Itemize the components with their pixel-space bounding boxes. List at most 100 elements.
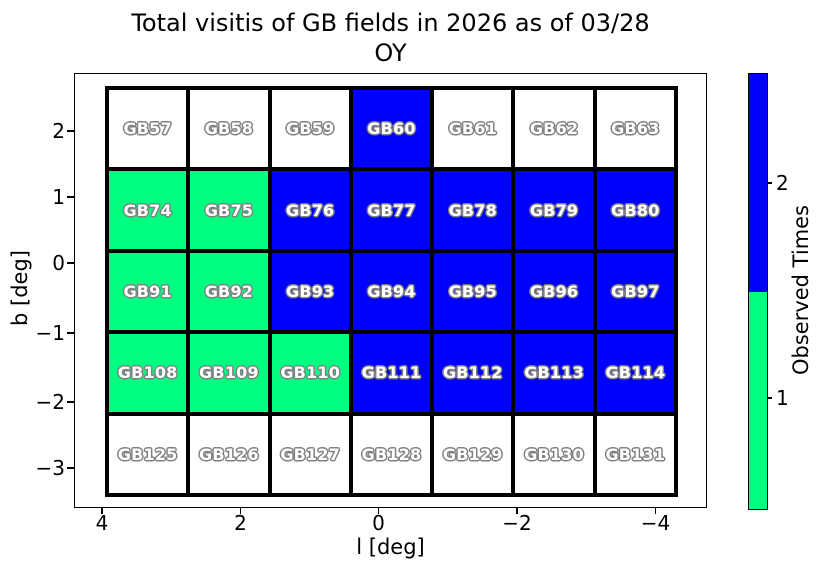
x-tick-mark: [377, 507, 380, 514]
field-label: GB75: [204, 200, 254, 220]
field-label: GB91: [123, 281, 172, 301]
field-label: GB58: [204, 119, 254, 139]
x-tick-label: 0: [372, 511, 385, 535]
x-tick-mark: [101, 507, 103, 514]
field-cell-gb57: GB57: [109, 90, 187, 168]
colorbar-segment-1: [749, 291, 767, 509]
field-cell-gb74: GB74: [109, 171, 187, 249]
field-label: GB61: [448, 119, 497, 139]
field-cell-gb110: GB110: [271, 334, 349, 412]
field-cell-gb58: GB58: [190, 90, 268, 168]
field-cell-gb96: GB96: [515, 252, 593, 331]
field-cell-gb59: GB59: [271, 90, 349, 168]
y-tick-mark: [67, 332, 74, 334]
field-cell-gb63: GB63: [596, 90, 674, 168]
field-label: GB131: [605, 444, 666, 464]
colorbar-label: Observed Times: [789, 204, 813, 376]
field-label: GB125: [117, 444, 178, 464]
field-cell-gb109: GB109: [190, 334, 268, 412]
field-label: GB60: [367, 119, 416, 139]
field-cell-gb95: GB95: [434, 252, 512, 331]
y-tick-label: 2: [52, 119, 65, 143]
x-tick-label: 2: [234, 511, 247, 535]
x-tick-label: −2: [502, 511, 532, 535]
y-tick-label: −1: [35, 321, 65, 345]
x-tick-mark: [516, 507, 518, 514]
field-cell-gb80: GB80: [596, 171, 674, 249]
y-tick-label: −3: [35, 456, 65, 480]
x-tick-mark: [654, 507, 657, 514]
field-label: GB59: [286, 119, 335, 139]
field-cell-gb92: GB92: [190, 252, 268, 331]
chart-title-line1: Total visitis of GB fields in 2026 as of…: [131, 9, 650, 37]
chart-title: Total visitis of GB fields in 2026 as of…: [74, 8, 707, 68]
field-label: GB108: [117, 363, 178, 383]
field-label: GB109: [199, 363, 259, 383]
field-cell-gb125: GB125: [109, 415, 187, 493]
y-tick-mark: [67, 130, 74, 132]
colorbar: [748, 73, 768, 510]
field-label: GB92: [204, 281, 254, 301]
field-cell-gb113: GB113: [515, 334, 593, 412]
field-cell-gb61: GB61: [434, 90, 512, 168]
field-label: GB76: [286, 200, 335, 220]
field-label: GB77: [367, 200, 416, 220]
field-label: GB96: [529, 281, 579, 301]
field-label: GB97: [611, 281, 660, 301]
y-tick-label: −2: [35, 390, 65, 414]
field-cell-gb91: GB91: [109, 252, 187, 331]
colorbar-segment-2: [749, 74, 767, 292]
field-cell-gb131: GB131: [596, 415, 674, 493]
field-label: GB128: [361, 444, 422, 464]
field-label: GB57: [123, 119, 172, 139]
y-tick-label: 0: [52, 251, 65, 275]
field-label: GB112: [442, 363, 503, 383]
field-cell-gb108: GB108: [109, 334, 187, 412]
field-label: GB111: [361, 363, 422, 383]
field-cell-gb111: GB111: [352, 334, 431, 412]
field-label: GB110: [280, 363, 341, 383]
field-cell-gb76: GB76: [271, 171, 349, 249]
field-cell-gb130: GB130: [515, 415, 593, 493]
field-label: GB126: [199, 444, 259, 464]
y-tick-label: 1: [52, 185, 65, 209]
field-cell-gb128: GB128: [352, 415, 431, 493]
x-axis-label: l [deg]: [356, 535, 425, 559]
field-label: GB114: [605, 363, 666, 383]
colorbar-tick-mark: [767, 397, 772, 399]
field-label: GB93: [286, 281, 335, 301]
field-grid: GB57 GB58 GB59 GB60 GB61 GB62 GB63 GB74 GB75 GB76…: [105, 86, 678, 497]
field-label: GB127: [280, 444, 341, 464]
colorbar-tick-label: 2: [776, 171, 789, 195]
field-cell-gb60: GB60: [352, 90, 431, 168]
field-cell-gb78: GB78: [434, 171, 512, 249]
chart-title-line2: OY: [374, 39, 407, 67]
field-label: GB95: [448, 281, 497, 301]
field-cell-gb79: GB79: [515, 171, 593, 249]
field-label: GB94: [367, 281, 416, 301]
field-label: GB79: [529, 200, 579, 220]
field-cell-gb114: GB114: [596, 334, 674, 412]
y-tick-mark: [67, 262, 74, 264]
field-label: GB129: [442, 444, 503, 464]
field-cell-gb62: GB62: [515, 90, 593, 168]
field-label: GB62: [529, 119, 579, 139]
colorbar-tick-mark: [767, 182, 772, 184]
field-cell-gb93: GB93: [271, 252, 349, 331]
field-label: GB130: [524, 444, 584, 464]
field-cell-gb75: GB75: [190, 171, 268, 249]
y-tick-mark: [67, 401, 74, 403]
x-tick-label: 4: [95, 511, 109, 535]
field-label: GB74: [123, 200, 172, 220]
field-label: GB63: [611, 119, 660, 139]
field-cell-gb126: GB126: [190, 415, 268, 493]
y-tick-mark: [67, 196, 74, 198]
colorbar-tick-label: 1: [776, 386, 789, 410]
field-cell-gb94: GB94: [352, 252, 431, 331]
x-tick-mark: [239, 507, 242, 514]
field-cell-gb129: GB129: [434, 415, 512, 493]
field-label: GB113: [524, 363, 584, 383]
y-tick-mark: [67, 467, 74, 469]
field-cell-gb77: GB77: [352, 171, 431, 249]
